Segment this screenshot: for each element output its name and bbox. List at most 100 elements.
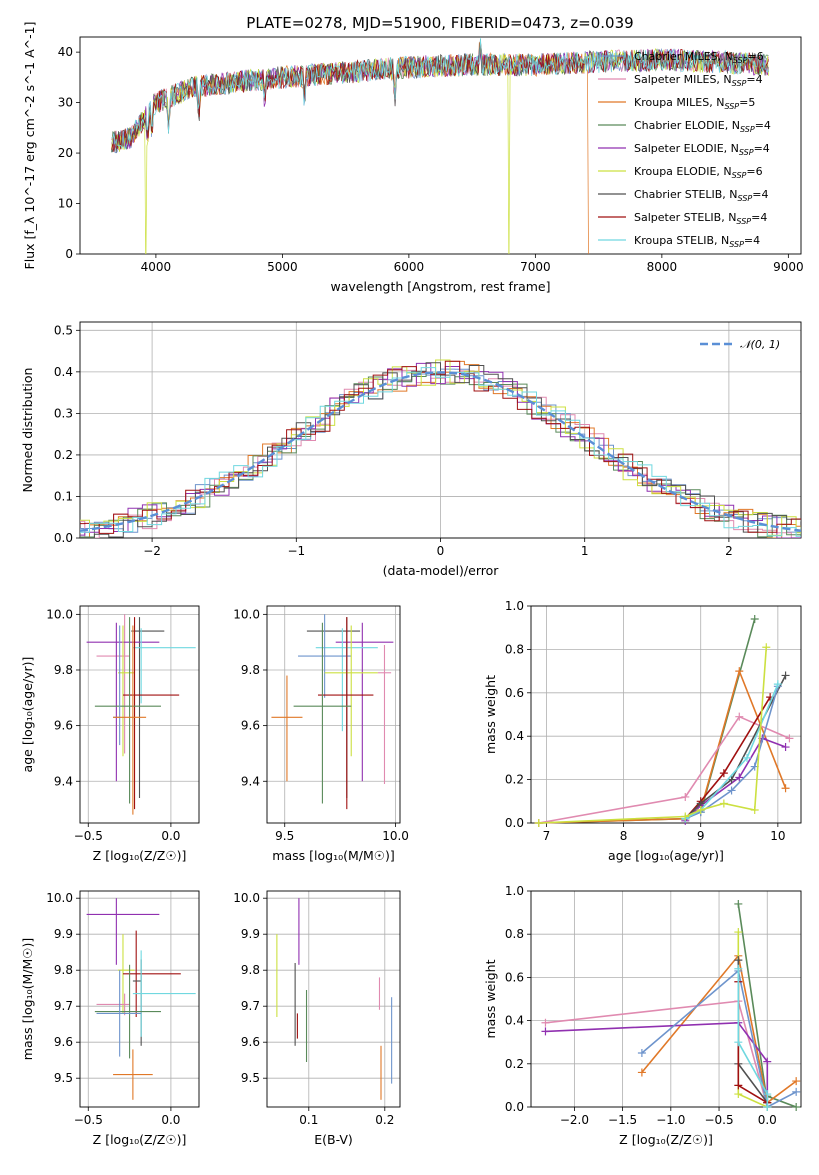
residual-histograms	[80, 359, 801, 538]
y-tick-label: 9.8	[241, 963, 260, 977]
errorbar-point	[271, 675, 303, 782]
legend-entry: Kroupa ELODIE, NSSP=6	[634, 165, 763, 180]
weight-marker	[541, 1018, 550, 1027]
x-tick-label: 7	[543, 829, 551, 843]
z_vs_mass-xlabel: Z [log₁₀(Z/Z☉)]	[93, 1132, 187, 1147]
age_vs_weight-lines	[534, 615, 794, 827]
weight-marker	[735, 667, 744, 676]
weight-line	[684, 683, 779, 820]
weight-marker	[750, 805, 759, 814]
y-tick-label: 0.0	[505, 1100, 524, 1114]
errorbar-point	[132, 950, 196, 1037]
spectrum-xlabel: wavelength [Angstrom, rest frame]	[330, 279, 550, 294]
z_vs_mass-axes: −0.5 0.0 9.5 9.6 9.7 9.8 9.9 10.0 Z [log₁₀(Z/Z☉)…	[20, 890, 200, 1147]
y-tick-label: 0.4	[505, 729, 524, 743]
y-tick-label: 10.0	[46, 607, 73, 621]
weight-marker	[743, 753, 751, 762]
y-tick-label: 9.7	[54, 999, 73, 1013]
errorbar-point	[131, 617, 165, 798]
weight-marker	[637, 1049, 646, 1057]
x-tick-label: 9000	[773, 260, 804, 274]
y-tick-label: 0.2	[54, 448, 73, 462]
weight-marker	[727, 786, 736, 795]
y-tick-label: 9.5	[241, 1071, 260, 1085]
y-tick-label: 9.4	[241, 774, 260, 788]
x-tick-label: 10.0	[382, 829, 409, 843]
gaussian-curve	[80, 371, 801, 532]
z_vs_age-ylabel: age [log₁₀(age/yr)]	[20, 657, 35, 773]
x-tick-label: −1.0	[656, 1113, 685, 1127]
z_vs_weight-frame	[530, 890, 802, 1108]
y-tick-label: 0.6	[505, 686, 524, 700]
weight-marker	[681, 812, 690, 821]
weight-marker	[734, 928, 743, 937]
errorbar-point	[132, 959, 142, 1046]
y-tick-label: 9.9	[54, 927, 73, 941]
z_vs_weight-axes: −2.0 −1.5 −1.0 −0.5 0.0 0.0 0.2 0.4 0.6 0.8 1.0 Z […	[483, 884, 802, 1147]
x-tick-label: 7000	[520, 260, 551, 274]
weight-marker	[734, 964, 743, 973]
residual-legend: 𝒩(0, 1)	[700, 338, 780, 351]
weight-marker	[781, 743, 790, 752]
x-tick-label: 5000	[267, 260, 298, 274]
residuals-axes: −2 −1 0 1 2 0.0 0.1 0.2 0.3 0.4 0.5 (data-model)/er…	[20, 321, 802, 578]
errorbar-point	[293, 622, 352, 804]
weight-marker	[637, 1068, 646, 1077]
mass_vs_age-axes: 9.5 10.0 9.4 9.6 9.8 10.0 mass [log₁₀(M/M☉)]	[233, 605, 409, 863]
x-tick-label: 0.0	[161, 1113, 180, 1127]
weight-marker	[750, 615, 759, 624]
spectrum-frame	[79, 36, 802, 255]
mass_vs_age-points	[271, 614, 394, 810]
legend-entry: Kroupa STELIB, NSSP=4	[634, 234, 760, 249]
errorbar-point	[86, 898, 160, 965]
weight-line	[641, 969, 797, 1109]
z_vs_mass-frame	[79, 890, 200, 1108]
legend-entry: Chabrier ELODIE, NSSP=4	[634, 119, 771, 134]
errorbar-point	[306, 617, 361, 798]
errorbar-point	[113, 1049, 153, 1100]
y-tick-label: 0.6	[505, 970, 524, 984]
weight-marker	[762, 643, 771, 652]
x-tick-label: 8000	[647, 260, 678, 274]
y-tick-label: 0.0	[54, 531, 73, 545]
spectrum-legend: Chabrier MILES, NSSP=6 Salpeter MILES, NS…	[598, 50, 771, 249]
x-tick-label: 9	[697, 829, 705, 843]
weight-marker	[792, 1077, 801, 1086]
y-tick-label: 0.5	[54, 323, 73, 337]
y-tick-label: 1.0	[505, 884, 524, 898]
y-tick-label: 0.2	[505, 773, 524, 787]
errorbar-point	[335, 622, 394, 782]
y-tick-label: 9.7	[241, 999, 260, 1013]
y-tick-label: 9.6	[54, 719, 73, 733]
weight-marker	[696, 805, 705, 814]
mass_vs_age-xlabel: mass [log₁₀(M/M☉)]	[272, 848, 394, 863]
y-tick-label: 10.0	[233, 607, 260, 621]
z_vs_weight-xlabel: Z [log₁₀(Z/Z☉)]	[619, 1132, 713, 1147]
x-tick-label: 10	[770, 829, 785, 843]
weight-marker	[763, 1090, 772, 1099]
errorbar-point	[324, 625, 378, 757]
weight-marker	[781, 784, 790, 793]
weight-marker	[763, 1057, 772, 1066]
y-tick-label: 40	[58, 45, 73, 59]
y-tick-label: 0	[65, 247, 73, 261]
y-tick-label: 10.0	[46, 891, 73, 905]
y-tick-label: 0.3	[54, 406, 73, 420]
weight-line	[538, 715, 790, 824]
y-tick-label: 10.0	[233, 891, 260, 905]
x-tick-label: −0.5	[704, 1113, 733, 1127]
y-tick-label: 0.4	[505, 1014, 524, 1028]
z_vs_age-xlabel: Z [log₁₀(Z/Z☉)]	[93, 848, 187, 863]
errorbar-point	[298, 614, 352, 698]
z_vs_age-axes: −0.5 0.0 9.4 9.6 9.8 10.0 Z [log₁₀(Z/Z☉)] age […	[20, 605, 200, 863]
weight-line	[545, 1021, 769, 1107]
z_vs_mass-ylabel: mass [log₁₀(M/M☉)]	[20, 938, 35, 1060]
errorbar-point	[118, 625, 135, 757]
x-tick-label: −2.0	[560, 1113, 589, 1127]
weight-marker	[785, 734, 794, 743]
y-tick-label: 9.6	[241, 719, 260, 733]
weight-marker	[734, 1090, 743, 1099]
age_vs_weight-frame	[530, 605, 802, 824]
